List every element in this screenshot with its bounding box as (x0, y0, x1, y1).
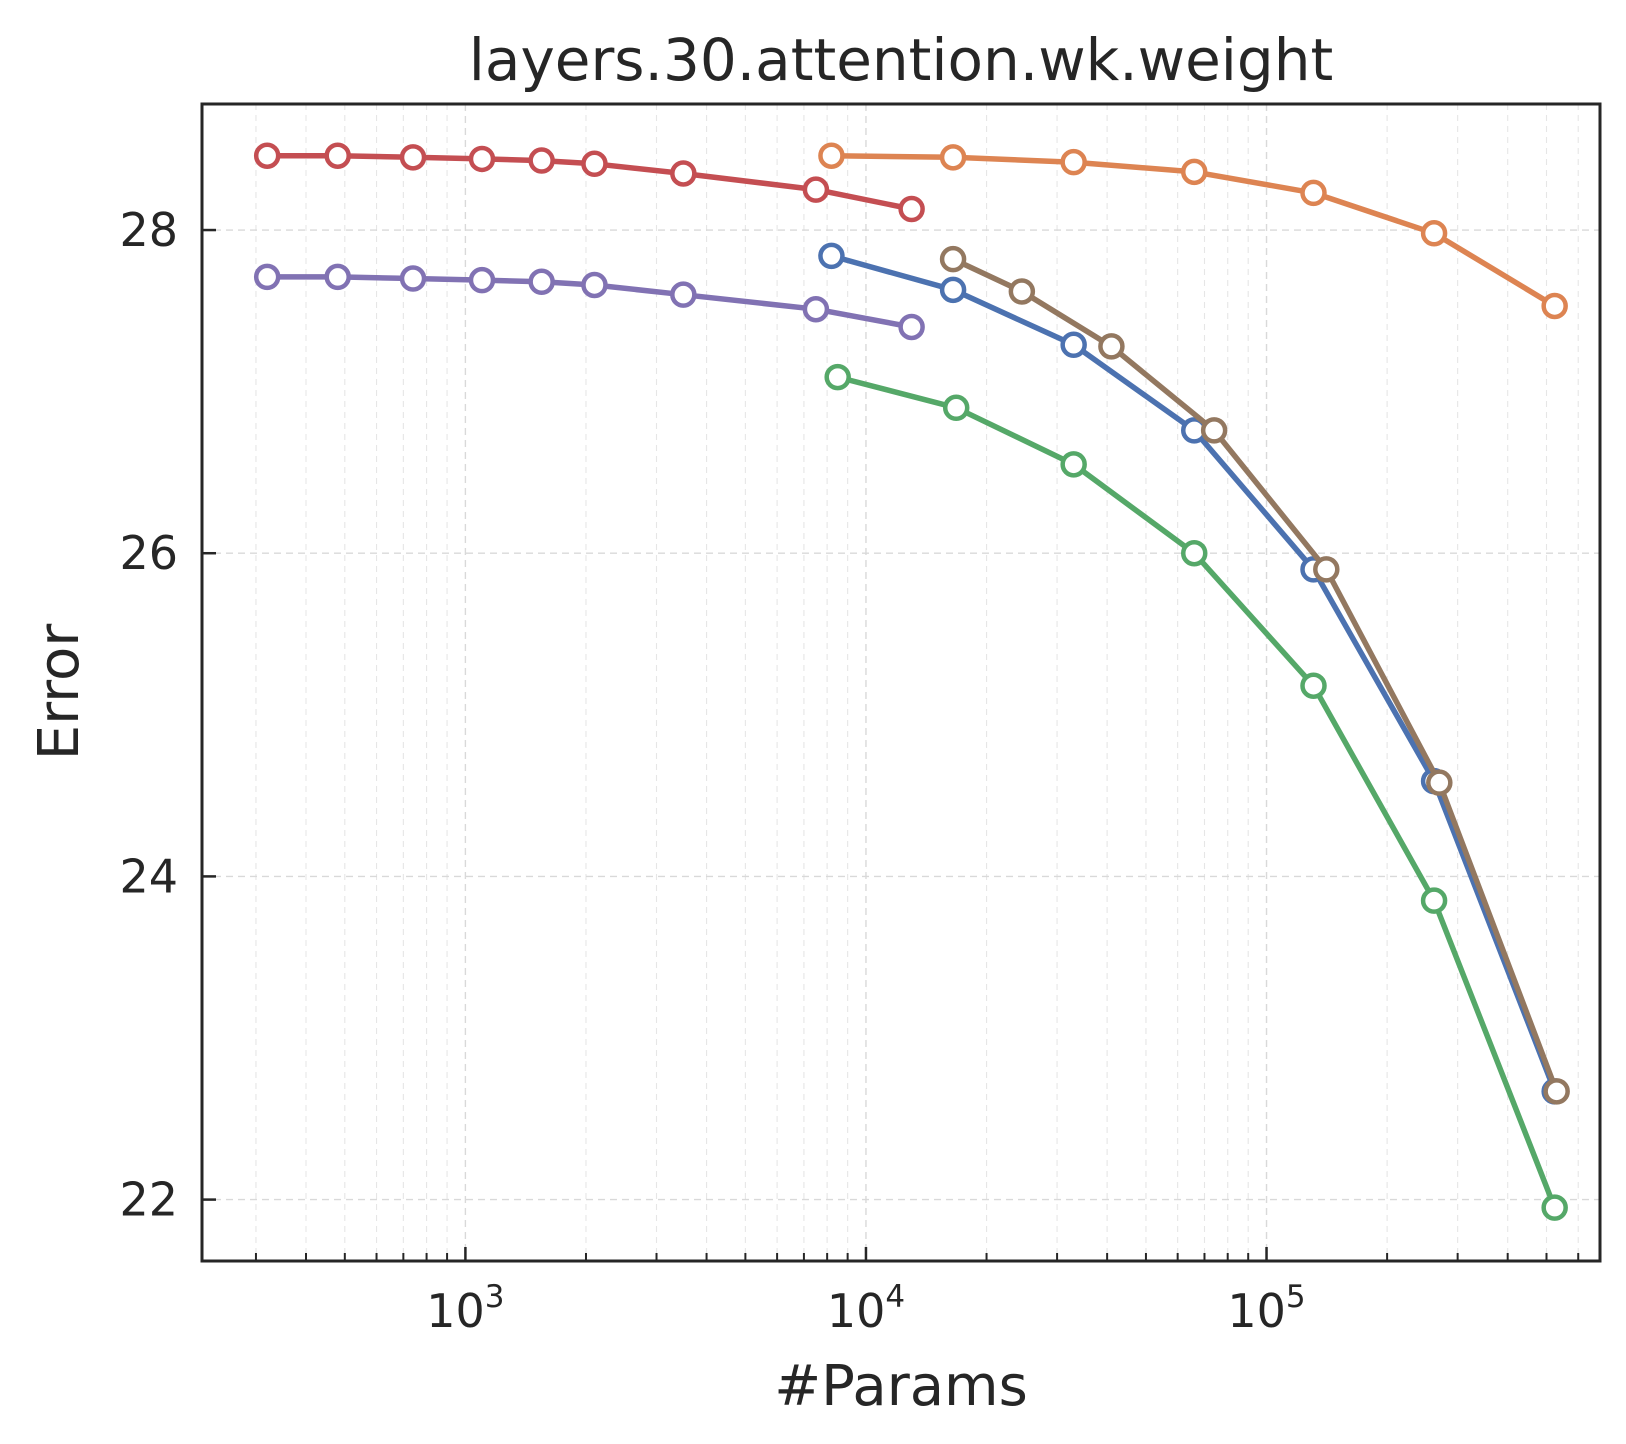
y-tick-label: 22 (119, 1173, 178, 1227)
y-tick-label: 26 (119, 526, 178, 580)
data-point-red (670, 160, 697, 187)
data-point-brown (1543, 1078, 1570, 1105)
data-point-purple (528, 268, 555, 296)
data-point-green (824, 363, 851, 391)
data-point-brown (1008, 278, 1036, 305)
data-point-red (528, 147, 555, 174)
data-point-red (253, 142, 281, 169)
data-point-purple (898, 313, 925, 341)
data-point-orange (939, 144, 967, 171)
chart-title: layers.30.attention.wk.weight (469, 26, 1333, 94)
data-point-orange (1420, 220, 1448, 247)
data-point-brown (1313, 556, 1340, 583)
grid (202, 104, 1600, 1261)
y-tick-label: 28 (119, 203, 178, 257)
x-tick-label: 105 (1227, 1279, 1305, 1338)
data-point-red (802, 176, 830, 203)
data-point-purple (253, 263, 281, 291)
data-point-orange (1180, 158, 1208, 186)
data-point-orange (1300, 179, 1327, 207)
data-point-green (1060, 451, 1087, 478)
data-point-red (324, 142, 351, 169)
series-layer (253, 142, 1570, 1221)
data-point-blue (939, 276, 967, 304)
data-point-purple (670, 281, 697, 308)
data-point-green (1541, 1194, 1568, 1221)
data-point-purple (468, 266, 496, 294)
data-point-purple (399, 265, 427, 292)
data-point-green (1300, 672, 1327, 699)
plot-frame (200, 102, 1602, 1263)
data-point-green (1180, 539, 1208, 567)
data-point-green (942, 394, 970, 422)
data-point-red (898, 195, 925, 223)
data-point-purple (581, 271, 608, 299)
data-point-purple (802, 295, 830, 323)
data-point-blue (818, 242, 845, 270)
y-axis-label: Error (27, 623, 92, 760)
series-purple (253, 263, 925, 341)
ticks: 103 104 105 22 24 26 28 (119, 203, 1580, 1338)
data-point-orange (1541, 292, 1568, 320)
data-point-brown (939, 245, 967, 273)
series-orange (818, 142, 1568, 320)
x-tick-label: 103 (426, 1279, 504, 1338)
data-point-brown (1098, 333, 1125, 360)
data-point-red (581, 150, 608, 178)
x-tick-label: 104 (827, 1279, 905, 1338)
data-point-orange (818, 142, 845, 169)
data-point-red (468, 145, 496, 173)
data-point-blue (1060, 331, 1087, 359)
y-tick-label: 24 (119, 849, 178, 903)
data-point-green (1420, 887, 1448, 914)
x-axis-label: #Params (774, 1354, 1028, 1419)
data-point-red (399, 144, 427, 171)
data-point-orange (1060, 148, 1087, 176)
series-red (253, 142, 925, 223)
data-point-brown (1426, 769, 1453, 796)
data-point-brown (1200, 417, 1228, 444)
data-point-purple (324, 263, 351, 291)
series-green (824, 363, 1568, 1221)
series-brown (939, 245, 1570, 1105)
